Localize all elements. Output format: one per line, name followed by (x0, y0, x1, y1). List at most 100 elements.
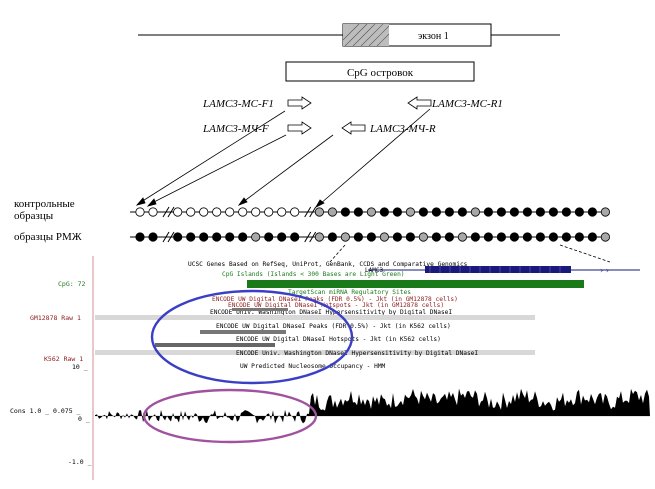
blue-highlight-ellipse (150, 289, 354, 385)
methylated-cpg-dot (353, 232, 363, 242)
partial-methylated-cpg-dot (251, 232, 261, 242)
methylated-cpg-dot (225, 232, 235, 242)
zoom-connector-left (329, 244, 346, 263)
primer-mc-r1-arrow (407, 96, 432, 110)
gene-exon-hatch (429, 266, 561, 273)
encode-line-6: ENCODE Univ. Washington DNaseI Hypersens… (236, 350, 478, 357)
unmethylated-cpg-dot (238, 207, 248, 217)
methylated-cpg-dot (561, 207, 572, 217)
partial-methylated-cpg-dot (600, 232, 611, 242)
ucsc-genes-label: UCSC Genes Based on RefSeq, UniProt, Gen… (188, 261, 468, 268)
methylated-cpg-dot (496, 207, 506, 217)
partial-methylated-cpg-dot (314, 207, 324, 217)
primer-mch-r-label: LAMC3-МЧ-R (369, 123, 436, 135)
unmethylated-cpg-dot (277, 207, 287, 217)
methylated-cpg-dot (418, 207, 428, 217)
encode-line-1: ENCODE UW Digital DNaseI Peaks (FDR 0.5%… (212, 296, 458, 303)
zoom-connector-right (559, 244, 611, 263)
methylated-cpg-dot (522, 207, 533, 217)
cpg-island-box (285, 61, 475, 82)
partial-methylated-cpg-dot (457, 232, 467, 242)
methylated-cpg-dot (186, 232, 196, 242)
methylated-cpg-dot (509, 232, 520, 242)
partial-methylated-cpg-dot (340, 232, 350, 242)
k562-peak-bar-1 (200, 330, 286, 334)
nucleosome-label: UW Predicted Nucleosome Occupancy - HMM (240, 363, 386, 370)
methylated-cpg-dot (574, 207, 585, 217)
encode-line-5: ENCODE UW Digital DNaseI Hotspots - Jkt … (236, 336, 441, 343)
methylated-cpg-dot (327, 232, 337, 242)
row-break-mark (309, 231, 317, 243)
partial-methylated-cpg-dot (405, 207, 415, 217)
partial-methylated-cpg-dot (418, 232, 428, 242)
scale-10-label: 10 _ (72, 363, 88, 371)
methylated-cpg-dot (444, 232, 454, 242)
rmzh-cpg-dots (135, 231, 611, 243)
encode-line-4: ENCODE UW Digital DNaseI Peaks (FDR 0.5%… (216, 323, 451, 330)
unmethylated-cpg-dot (135, 207, 145, 217)
cpg-island-label: CpG островок (347, 67, 414, 79)
partial-methylated-cpg-dot (600, 207, 611, 217)
methylated-cpg-dot (340, 207, 350, 217)
row-break-mark (167, 206, 175, 218)
methylated-cpg-dot (535, 232, 546, 242)
methylated-cpg-dot (548, 232, 559, 242)
primer-pointer-lines (135, 108, 431, 208)
conservation-track (95, 388, 650, 424)
methylated-cpg-dot (470, 232, 480, 242)
methylated-cpg-dot (392, 207, 402, 217)
methylated-cpg-dot (431, 232, 441, 242)
primer-mc-f1-arrow (287, 96, 312, 110)
unmethylated-cpg-dot (212, 207, 222, 217)
primer-mc-f1-label: LAMC3-MC-F1 (202, 98, 274, 110)
exon-hatch-lines (342, 23, 390, 47)
unmethylated-cpg-dot (264, 207, 274, 217)
k562-signal-bar (95, 350, 535, 355)
methylated-cpg-dot (587, 207, 598, 217)
partial-methylated-cpg-dot (379, 232, 389, 242)
cpg-islands-label: CpG Islands (Islands < 300 Bases are Lig… (222, 271, 405, 278)
partial-methylated-cpg-dot (366, 207, 376, 217)
purple-highlight-ellipse (142, 388, 318, 444)
gm12878-peak-bar (232, 308, 288, 311)
cons-zero-label: 0 _ (78, 415, 90, 423)
primer-mch-f-label: LAMC3-МЧ-F (202, 123, 269, 135)
primer-mc-r1-label: LAMC3-MC-R1 (431, 98, 503, 110)
exon-hatched (343, 24, 389, 46)
unmethylated-cpg-dot (251, 207, 261, 217)
unmethylated-cpg-dot (173, 207, 183, 217)
methylated-cpg-dot (238, 232, 248, 242)
cpg-count-label: CpG: 72 (58, 280, 85, 288)
methylated-cpg-dot (277, 232, 287, 242)
methylated-cpg-dot (199, 232, 209, 242)
row-break-mark (167, 231, 175, 243)
methylated-cpg-dot (290, 232, 300, 242)
methylated-cpg-dot (587, 232, 598, 242)
cons-neg-label: -1.0 _ (68, 458, 92, 466)
gene-exon-block (425, 266, 571, 273)
methylated-cpg-dot (392, 232, 402, 242)
methylated-cpg-dot (496, 232, 506, 242)
k562-peak-bar-2 (155, 343, 275, 347)
row-break-mark (304, 231, 312, 243)
methylated-cpg-dot (483, 232, 493, 242)
control-label-line2: образцы (14, 210, 54, 222)
encode-line-2: ENCODE UW Digital DNaseI Hotspots - Jkt … (228, 302, 444, 309)
methylated-cpg-dot (353, 207, 363, 217)
unmethylated-cpg-dot (148, 207, 158, 217)
unmethylated-cpg-dot (186, 207, 196, 217)
gm12878-raw-label: GM12878 Raw 1 (30, 314, 81, 322)
methylated-cpg-dot (379, 207, 389, 217)
gm12878-signal-bar (95, 315, 535, 320)
primer-mch-r-arrow (341, 121, 366, 135)
k562-raw-label: K562 Raw 1 (44, 355, 83, 363)
methylated-cpg-dot (561, 232, 572, 242)
row-break-mark (162, 231, 170, 243)
methylated-cpg-dot (405, 232, 415, 242)
methylated-cpg-dot (509, 207, 520, 217)
methylated-cpg-dot (212, 232, 222, 242)
control-label-line1: контрольные (14, 198, 75, 210)
partial-methylated-cpg-dot (470, 207, 480, 217)
methylated-cpg-dot (173, 232, 183, 242)
